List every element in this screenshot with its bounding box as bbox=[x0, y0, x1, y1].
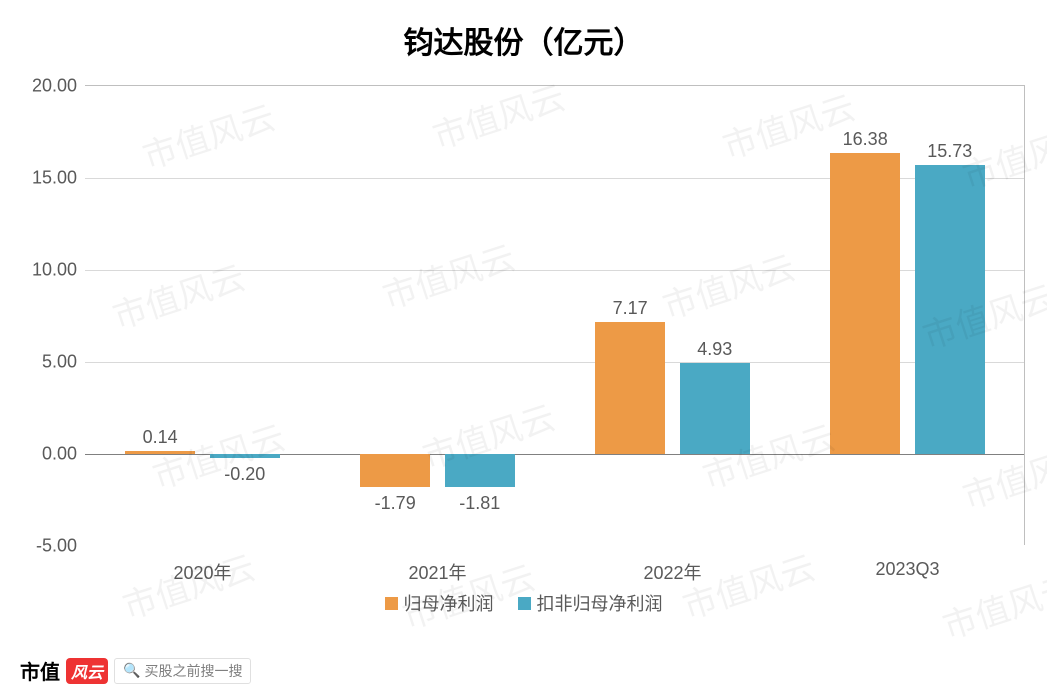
bar bbox=[210, 454, 281, 458]
bar bbox=[915, 165, 986, 454]
y-tick-label: 5.00 bbox=[42, 352, 77, 373]
legend-swatch bbox=[385, 597, 398, 610]
search-placeholder: 买股之前搜一搜 bbox=[144, 661, 242, 681]
bar bbox=[830, 153, 901, 454]
bar-value-label: -0.20 bbox=[224, 464, 265, 485]
legend-item: 归母净利润 bbox=[385, 590, 494, 616]
x-tick-label: 2023Q3 bbox=[875, 559, 939, 580]
chart-title: 钧达股份（亿元） bbox=[0, 18, 1047, 62]
x-tick-label: 2021年 bbox=[408, 559, 466, 585]
brand-prefix: 市值 bbox=[20, 656, 60, 685]
y-tick-label: 15.00 bbox=[32, 168, 77, 189]
footer: 市值 风云 🔍 买股之前搜一搜 bbox=[20, 656, 251, 685]
plot-area: -5.000.005.0010.0015.0020.002020年0.14-0.… bbox=[85, 85, 1025, 545]
bar-value-label: -1.81 bbox=[459, 493, 500, 514]
bar-value-label: -1.79 bbox=[375, 493, 416, 514]
legend-swatch bbox=[518, 597, 531, 610]
bar bbox=[445, 454, 516, 487]
search-box[interactable]: 🔍 买股之前搜一搜 bbox=[114, 658, 251, 684]
bar-value-label: 7.17 bbox=[613, 298, 648, 319]
y-tick-label: 10.00 bbox=[32, 260, 77, 281]
bar-value-label: 0.14 bbox=[143, 427, 178, 448]
bar bbox=[595, 322, 666, 454]
bar-value-label: 4.93 bbox=[697, 339, 732, 360]
bar bbox=[680, 363, 751, 454]
legend-label: 扣非归母净利润 bbox=[537, 590, 663, 616]
bar bbox=[125, 451, 196, 454]
bar bbox=[360, 454, 431, 487]
search-icon: 🔍 bbox=[123, 662, 140, 679]
x-tick-label: 2022年 bbox=[643, 559, 701, 585]
y-tick-label: 0.00 bbox=[42, 444, 77, 465]
legend-label: 归母净利润 bbox=[404, 590, 494, 616]
legend-item: 扣非归母净利润 bbox=[518, 590, 663, 616]
y-tick-label: -5.00 bbox=[36, 536, 77, 557]
bar-value-label: 16.38 bbox=[843, 129, 888, 150]
x-tick-label: 2020年 bbox=[173, 559, 231, 585]
y-tick-label: 20.00 bbox=[32, 76, 77, 97]
bar-value-label: 15.73 bbox=[927, 141, 972, 162]
chart-container: 钧达股份（亿元） -5.000.005.0010.0015.0020.00202… bbox=[0, 0, 1047, 693]
brand-badge: 风云 bbox=[66, 658, 108, 684]
legend: 归母净利润 扣非归母净利润 bbox=[0, 590, 1047, 616]
